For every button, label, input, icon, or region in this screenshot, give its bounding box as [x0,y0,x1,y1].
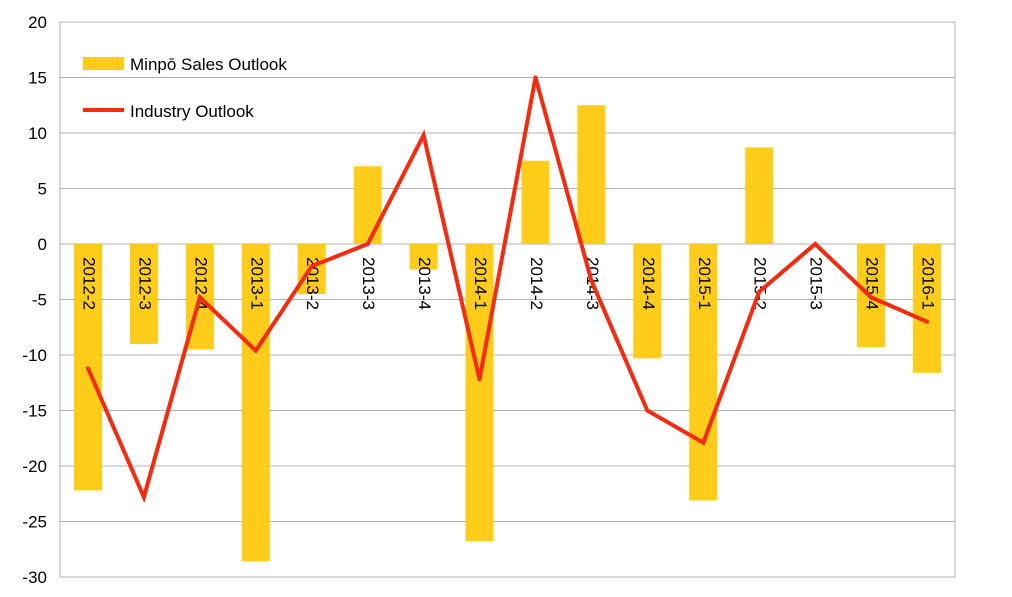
y-tick-label: 15 [28,69,47,88]
bar [521,160,550,244]
x-tick-label: 2016-1 [919,257,938,310]
line-point [813,242,818,246]
x-tick-label: 2013-4 [415,257,434,310]
x-tick-label: 2014-2 [527,257,546,310]
y-axis-ticks: 20 15 10 5 0 -5 -10 -15 -20 -25 -30 [22,13,47,587]
bar [409,244,438,270]
legend-label-bar: Minpō Sales Outlook [130,55,287,74]
x-tick-label: 2013-1 [247,257,266,310]
legend-label-line: Industry Outlook [130,102,254,121]
y-tick-label: 0 [38,235,47,254]
x-tick-label: 2015-3 [807,257,826,310]
y-tick-label: -10 [22,346,47,365]
y-tick-label: 5 [38,180,47,199]
y-tick-label: -25 [22,513,47,532]
x-tick-label: 2015-4 [863,257,882,310]
bar [913,244,942,373]
bar [465,244,494,542]
bar [129,244,158,344]
line-point [757,289,762,294]
y-tick-label: -20 [22,457,47,476]
line-point [477,377,482,382]
y-tick-label: -15 [22,402,47,421]
line-point [309,264,314,269]
bar [633,244,662,359]
line-point [645,408,650,413]
line-point [533,75,538,80]
line-point [365,242,370,246]
x-tick-label: 2012-3 [135,257,154,310]
line-point [701,440,706,445]
line-point [197,295,202,300]
line-series [85,75,930,504]
line-point [869,295,874,300]
x-tick-label: 2012-4 [191,257,210,310]
bar [689,244,718,501]
y-tick-label: -5 [32,291,47,310]
line-point [421,133,426,138]
line-point [85,366,90,371]
series-line [86,76,928,504]
bar-series [73,105,942,562]
bar [577,105,606,244]
x-tick-label: 2012-2 [79,257,98,310]
x-tick-label: 2014-1 [471,257,490,310]
y-tick-label: 20 [28,13,47,32]
legend-swatch-bar [83,57,124,70]
bar [241,244,270,562]
x-tick-label: 2013-3 [359,257,378,310]
x-tick-label: 2015-1 [695,257,714,310]
legend: Minpō Sales Outlook Industry Outlook [83,55,287,121]
line-point [141,495,146,500]
y-tick-label: -30 [22,568,47,587]
line-point [925,319,930,324]
line-point [253,348,258,353]
y-tick-label: 10 [28,124,47,143]
x-axis-labels: 2012-2 2012-3 2012-4 2013-1 2013-2 2013-3 2013… [79,257,937,310]
bar [745,147,774,244]
line-point [589,278,594,283]
x-tick-label: 2014-4 [639,257,658,310]
bar [353,166,382,244]
